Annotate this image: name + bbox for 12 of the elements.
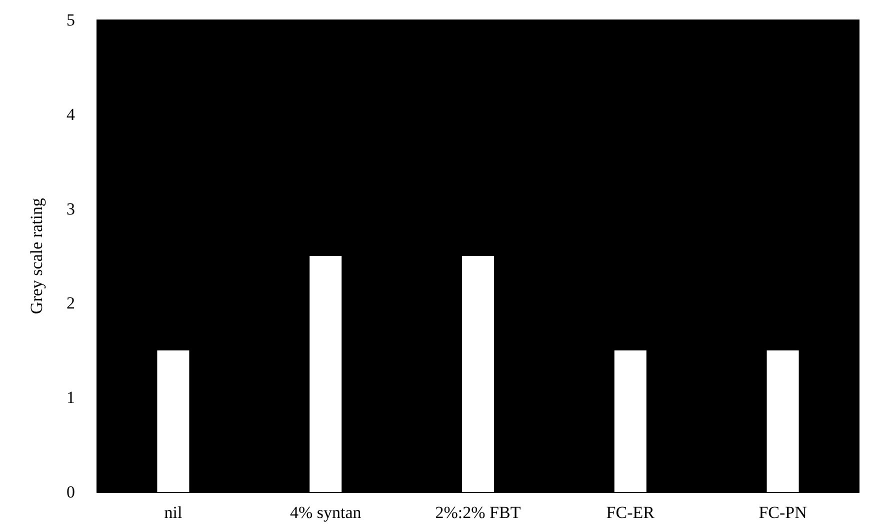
x-tick-label: 2%:2% FBT xyxy=(435,503,522,522)
x-tick-label: 4% syntan xyxy=(290,503,362,522)
y-tick-label: 5 xyxy=(66,10,75,30)
y-axis-title: Grey scale rating xyxy=(27,197,46,314)
x-tick-label: FC-PN xyxy=(758,503,807,522)
y-tick-label: 1 xyxy=(66,388,75,408)
x-tick-label: FC-ER xyxy=(606,503,656,522)
x-tick-label: nil xyxy=(164,503,182,522)
y-tick-label: 3 xyxy=(66,199,75,218)
y-tick-label: 4 xyxy=(66,104,76,124)
y-tick-label: 0 xyxy=(66,482,75,502)
y-tick-label: 2 xyxy=(66,294,75,313)
